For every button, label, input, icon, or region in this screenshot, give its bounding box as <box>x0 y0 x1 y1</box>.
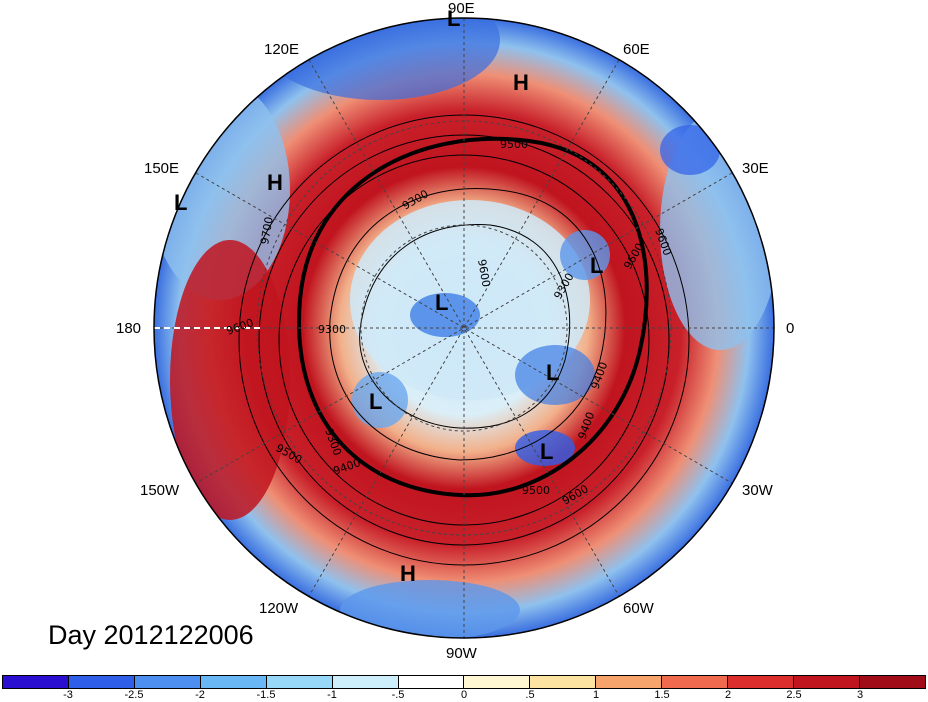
contour-label: 9500 <box>500 138 528 151</box>
colorbar-swatch <box>332 676 399 688</box>
colorbar-tick-label: -2 <box>195 689 205 701</box>
colorbar-tick-label: 2 <box>724 689 732 701</box>
colorbar-tick-label: -1 <box>327 689 337 701</box>
colorbar-swatch <box>596 676 663 688</box>
lon-label-150w: 150W <box>140 482 180 499</box>
pressure-center-low: L <box>546 360 560 385</box>
pressure-center-low: L <box>540 439 554 464</box>
lon-label-30w: 30W <box>742 482 773 499</box>
map-border <box>153 17 775 639</box>
pressure-center-low: L <box>369 389 383 414</box>
colorbar-swatch <box>68 676 135 688</box>
colorbar-tick-label: 2.5 <box>786 689 802 701</box>
colorbar-tick-label: 1.5 <box>654 689 670 701</box>
pressure-center-high: H <box>267 170 283 195</box>
contour-label: 9600 <box>475 258 493 288</box>
colorbar-swatch <box>794 676 860 688</box>
pressure-center-high: H <box>513 70 529 95</box>
lon-label-60e: 60E <box>623 41 650 58</box>
contour-label: 9700 <box>258 216 276 246</box>
lon-label-90w: 90W <box>446 645 477 662</box>
lon-label-60w: 60W <box>623 600 654 617</box>
colorbar-tick-label: -1.5 <box>256 689 276 701</box>
colorbar-swatch <box>398 676 465 688</box>
lon-label-90e: 90E <box>448 0 475 17</box>
map-title: Day 2012122006 <box>48 620 254 650</box>
colorbar-swatch <box>530 676 597 688</box>
colorbar-tick-label: -2.5 <box>124 689 144 701</box>
colorbar-swatch <box>266 676 333 688</box>
pressure-center-low: L <box>447 6 461 31</box>
colorbar-tick-label: -.5 <box>391 689 405 701</box>
pressure-center-low: L <box>435 290 449 315</box>
colorbar-swatch <box>200 676 267 688</box>
lon-label-180: 180 <box>116 320 142 337</box>
colorbar-swatch <box>134 676 201 688</box>
colorbar-tick-label: 0 <box>460 689 468 701</box>
colorbar-tick-label: -3 <box>63 689 73 701</box>
colorbar-swatch <box>464 676 531 688</box>
lon-label-30e: 30E <box>742 160 769 177</box>
colorbar-tick-label: 1 <box>592 689 600 701</box>
pressure-center-high: H <box>400 561 416 586</box>
contour-label: 9500 <box>522 484 550 497</box>
lon-label-0: 0 <box>786 320 795 337</box>
lon-label-150e: 150E <box>144 160 180 177</box>
lon-label-120w: 120W <box>259 600 299 617</box>
colorbar-swatch <box>859 676 925 688</box>
colorbar-tick-label: .5 <box>525 689 535 701</box>
colorbar <box>2 675 926 689</box>
contour-label: 9300 <box>318 323 346 336</box>
anomaly-field <box>154 18 774 638</box>
colorbar-tick-label: 3 <box>856 689 864 701</box>
colorbar-swatch <box>728 676 795 688</box>
colorbar-swatch <box>3 676 69 688</box>
lon-label-120e: 120E <box>264 41 300 58</box>
pressure-center-low: L <box>590 253 604 278</box>
colorbar-swatch <box>662 676 729 688</box>
pressure-center-low: L <box>174 190 188 215</box>
